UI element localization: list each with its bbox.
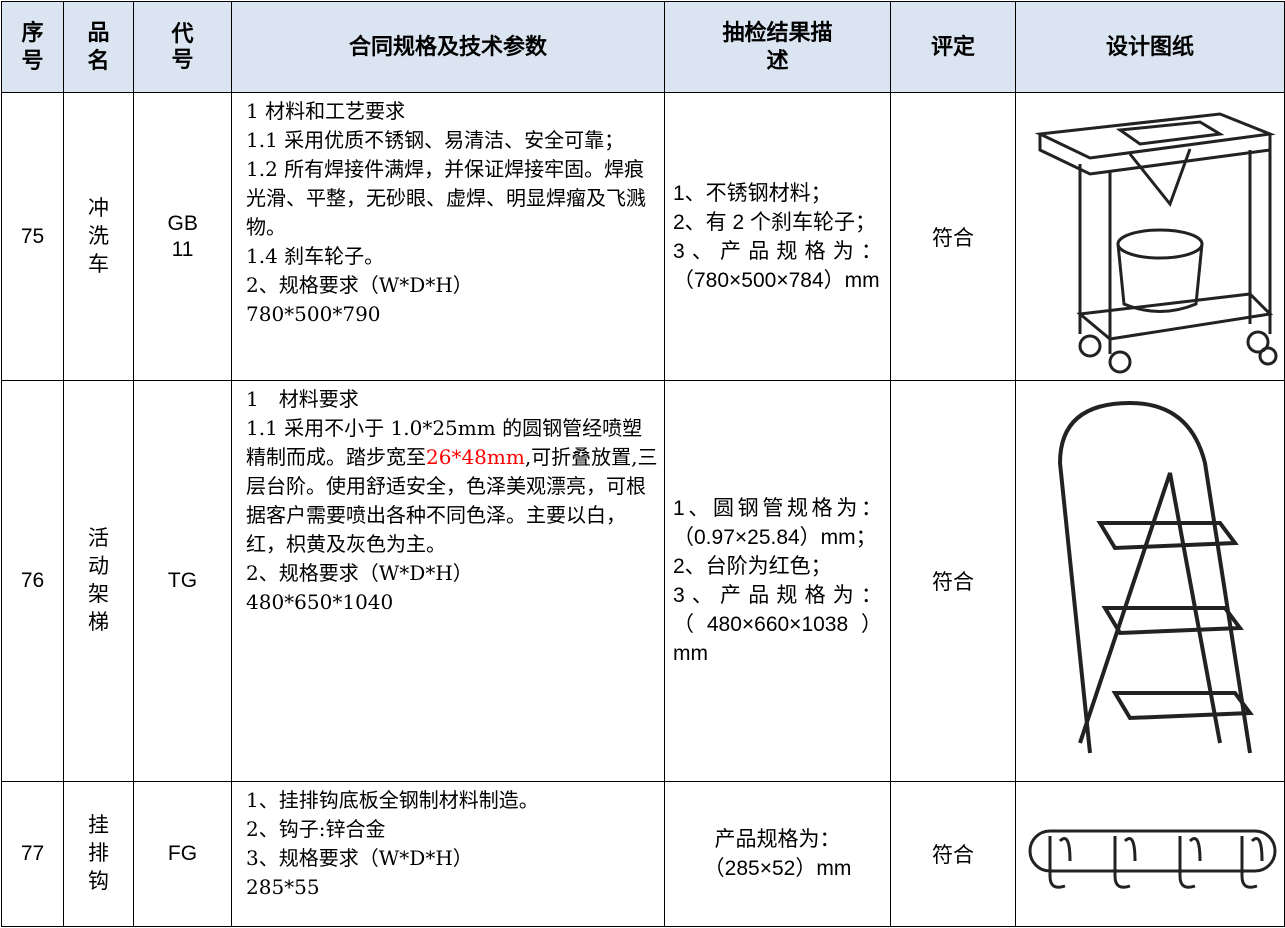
item-name: 挂排钩 [88, 814, 109, 893]
spec-paragraph: 1、挂排钩底板全钢制材料制造。 [246, 786, 660, 815]
spec-text: 2、规格要求（W*D*H） [246, 273, 473, 297]
cell-spec: 1、挂排钩底板全钢制材料制造。 2、钩子:锌合金 3、规格要求（W*D*H） 285*… [231, 781, 665, 927]
verdict-text: 符合 [932, 843, 974, 867]
header-cell: 评定 [890, 1, 1016, 93]
header-text: 品名 [87, 20, 110, 73]
spec-text: 1 材料要求 [246, 387, 359, 411]
result-line: （285×52）mm [703, 857, 852, 880]
cell-result: 1、不锈钢材料； 2、有 2 个刹车轮子； 3、产品规格为：（780×500×784… [664, 92, 891, 381]
cell-result: 1、圆钢管规格为：（0.97×25.84）mm； 2、台阶为红色； 3、产品规格为：… [664, 380, 891, 782]
header-text: 代号 [171, 20, 194, 72]
cell-spec: 1 材料和工艺要求 1.1 采用优质不锈钢、易清洁、安全可靠； 1.2 所有焊接件满… [231, 92, 665, 381]
result-line: 2、台阶为红色； [673, 555, 832, 578]
spec-paragraph: 2、规格要求（W*D*H） [246, 559, 660, 588]
verdict-text: 符合 [932, 225, 974, 250]
spec-text: 3、规格要求（W*D*H） [246, 846, 473, 870]
spec-text: 26*48mm [426, 445, 525, 469]
spec-paragraph: 3、规格要求（W*D*H） [246, 844, 660, 873]
cell-name: 活动架梯 [63, 380, 134, 782]
result-line: 1、圆钢管规格为：（0.97×25.84）mm； [673, 497, 882, 549]
result-line: 3、产品规格为：（780×500×784）mm [673, 239, 882, 292]
header-cell: 设计图纸 [1015, 1, 1285, 93]
spec-paragraph: 1.1 采用不小于 1.0*25mm 的圆钢管经喷塑精制而成。踏步宽至26*48… [246, 414, 660, 559]
cell-drawing [1015, 92, 1285, 381]
spec-paragraph: 1 材料和工艺要求 [246, 97, 660, 126]
cell-no: 77 [1, 781, 64, 927]
spec-text: 285*55 [246, 875, 320, 899]
spec-paragraph: 1.4 刹车轮子。 [246, 242, 660, 271]
spec-paragraph: 1.1 采用优质不锈钢、易清洁、安全可靠； [246, 126, 660, 155]
cell-verdict: 符合 [890, 380, 1016, 782]
spec-text: 1.1 采用不小于 1.0*25mm 的圆钢管经喷塑精制而成。踏步宽至 [246, 416, 643, 469]
table-row: 75 冲洗车 GB 11 1 材料和工艺要求 1.1 采用优质不锈钢、易清洁、安全可靠；… [1, 92, 1285, 381]
cell-code: TG [133, 380, 232, 782]
spec-paragraph: 1.2 所有焊接件满焊，并保证焊接牢固。焊痕光滑、平整，无砂眼、虚焊、明显焊瘤及… [246, 155, 660, 242]
result-line: 产品规格为： [714, 828, 841, 851]
table-row: 76 活动架梯 TG 1 材料要求 1.1 采用不小于 1.0*25mm 的圆钢管经喷塑… [1, 380, 1285, 782]
cell-code: GB 11 [133, 92, 232, 381]
header-cell: 代号 [133, 1, 232, 93]
header-text: 合同规格及技术参数 [348, 34, 547, 59]
item-name: 活动架梯 [88, 527, 109, 634]
verdict-text: 符合 [932, 570, 974, 594]
table-body: 75 冲洗车 GB 11 1 材料和工艺要求 1.1 采用优质不锈钢、易清洁、安全可靠；… [1, 92, 1285, 927]
cell-no: 75 [1, 92, 64, 381]
cell-verdict: 符合 [890, 92, 1016, 381]
header-text: 评定 [930, 34, 975, 59]
cell-verdict: 符合 [890, 781, 1016, 927]
ladder-drawing [1057, 400, 1254, 754]
item-number: 76 [20, 569, 45, 592]
item-code: GB 11 [167, 211, 198, 261]
spec-text: 780*500*790 [246, 302, 381, 326]
spec-paragraph: 2、规格要求（W*D*H） [246, 271, 660, 300]
spec-paragraph: 780*500*790 [246, 300, 660, 329]
result-line: 1、不锈钢材料； [673, 181, 832, 205]
spec-paragraph: 1 材料要求 [246, 385, 660, 414]
cell-drawing [1015, 781, 1285, 927]
spec-paragraph: 2、钩子:锌合金 [246, 815, 660, 844]
cell-name: 冲洗车 [63, 92, 134, 381]
cell-spec: 1 材料要求 1.1 采用不小于 1.0*25mm 的圆钢管经喷塑精制而成。踏步宽… [231, 380, 665, 782]
spec-text: ,可折叠放置,三层台阶。使用舒适安全，色泽美观漂亮，可根据客户需要喷出各种不同色… [246, 445, 658, 556]
cell-no: 76 [1, 380, 64, 782]
cart-drawing [1034, 111, 1278, 373]
spec-paragraph: 285*55 [246, 873, 660, 902]
spec-text: 1.4 刹车轮子。 [246, 244, 385, 268]
header-cell: 序号 [1, 1, 64, 93]
item-number: 75 [20, 224, 45, 248]
item-number: 77 [20, 842, 45, 865]
header-cell: 品名 [63, 1, 134, 93]
cell-code: FG [133, 781, 232, 927]
cell-name: 挂排钩 [63, 781, 134, 927]
result-line: 2、有 2 个刹车轮子； [673, 210, 877, 234]
spec-text: 1.2 所有焊接件满焊，并保证焊接牢固。焊痕光滑、平整，无砂眼、虚焊、明显焊瘤及… [246, 157, 646, 239]
header-text: 抽检结果描述 [722, 20, 833, 73]
table-row: 77 挂排钩 FG 1、挂排钩底板全钢制材料制造。 2、钩子:锌合金 3、规格要求（W*D… [1, 781, 1285, 927]
header-text: 序号 [21, 20, 44, 73]
header-cell: 抽检结果描述 [664, 1, 891, 93]
item-code: FG [167, 842, 198, 865]
cell-result: 产品规格为： （285×52）mm [664, 781, 891, 927]
spec-text: 1 材料和工艺要求 [246, 99, 406, 123]
spec-text: 1.1 采用优质不锈钢、易清洁、安全可靠； [246, 128, 625, 152]
hook-drawing [1028, 829, 1277, 889]
spec-text: 480*650*1040 [246, 590, 394, 614]
item-name: 冲洗车 [88, 196, 109, 276]
spec-paragraph: 480*650*1040 [246, 588, 660, 617]
spec-text: 2、钩子:锌合金 [246, 817, 386, 841]
item-code: TG [167, 569, 198, 592]
spec-text: 2、规格要求（W*D*H） [246, 561, 473, 585]
cell-drawing [1015, 380, 1285, 782]
header-cell: 合同规格及技术参数 [231, 1, 665, 93]
spec-text: 1、挂排钩底板全钢制材料制造。 [246, 788, 539, 812]
result-line: 3、产品规格为：（480×660×1038）mm [673, 584, 882, 665]
header-row: 序号 品名 代号 合同规格及技术参数 抽检结果描述 评定 设计图纸 [1, 1, 1285, 93]
header-text: 设计图纸 [1105, 34, 1194, 59]
